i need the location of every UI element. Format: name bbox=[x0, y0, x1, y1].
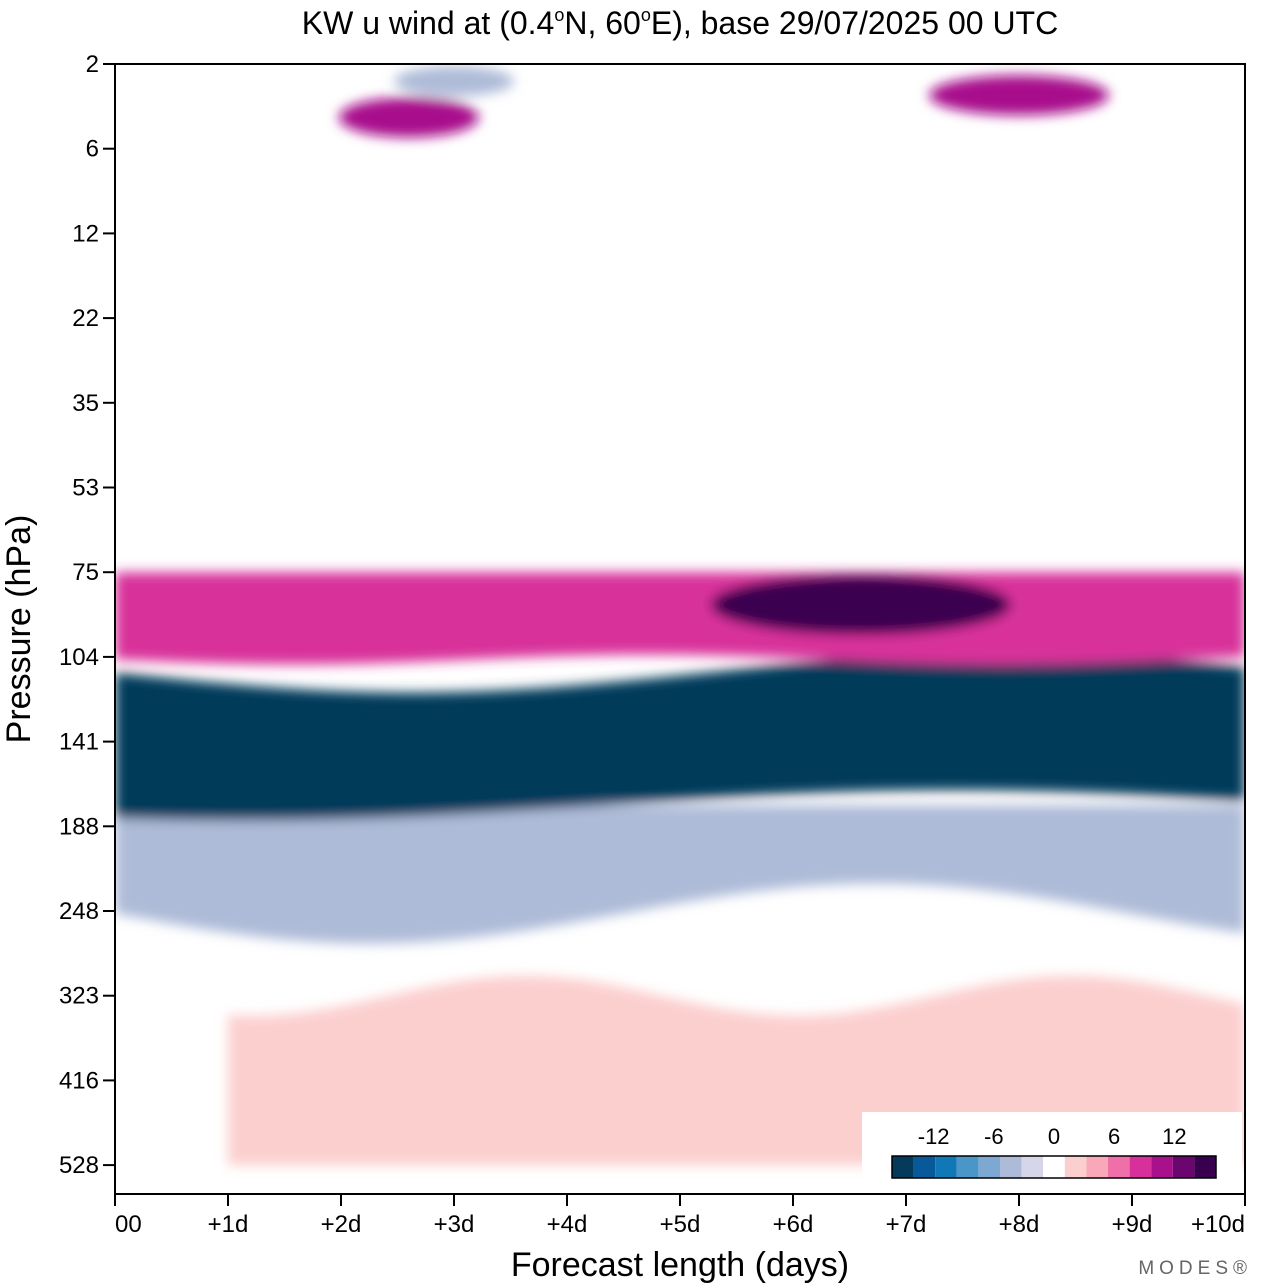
y-tick-label-104: 104 bbox=[59, 644, 99, 671]
x-tick-label-+2d: +2d bbox=[321, 1211, 362, 1238]
y-tick-label-53: 53 bbox=[72, 475, 99, 502]
title-degree-2: o bbox=[641, 5, 651, 25]
colorbar-swatch-2 bbox=[935, 1156, 957, 1178]
y-tick-label-35: 35 bbox=[72, 390, 99, 417]
modes-logo: MODES® bbox=[1138, 1258, 1252, 1279]
colorbar-label--6: -6 bbox=[984, 1124, 1004, 1149]
y-tick-label-141: 141 bbox=[59, 729, 99, 756]
colorbar-label-12: 12 bbox=[1162, 1124, 1186, 1149]
colorbar-swatch-1 bbox=[913, 1156, 936, 1178]
y-tick-label-188: 188 bbox=[59, 813, 99, 840]
x-tick-label-+1d: +1d bbox=[208, 1211, 249, 1238]
colorbar-swatch-5 bbox=[1000, 1156, 1022, 1178]
wind-field bbox=[115, 64, 1245, 1194]
colorbar-swatch-11 bbox=[1129, 1156, 1152, 1178]
colorbar-frame bbox=[891, 1155, 1217, 1179]
y-tick-label-323: 323 bbox=[59, 983, 99, 1010]
colorbar: -12 -6 0 6 12 bbox=[862, 1112, 1242, 1190]
x-tick-label-+8d: +8d bbox=[999, 1211, 1040, 1238]
x-tick-label-+6d: +6d bbox=[773, 1211, 814, 1238]
colorbar-swatch-8 bbox=[1064, 1156, 1087, 1178]
lower-easterly-shear-band bbox=[115, 805, 1245, 944]
chart-title: KW u wind at (0.4oN, 60oE), base 29/07/2… bbox=[302, 5, 1058, 41]
title-degree-1: o bbox=[554, 5, 564, 25]
colorbar-swatch-4 bbox=[978, 1156, 1000, 1178]
x-tick-label-+10d: +10d bbox=[1191, 1211, 1245, 1238]
upper-positive-2-blob bbox=[929, 75, 1109, 116]
x-tick-label-+4d: +4d bbox=[547, 1211, 588, 1238]
colorbar-label--12: -12 bbox=[918, 1124, 950, 1149]
y-axis-title: Pressure (hPa) bbox=[0, 515, 38, 744]
westerly-band-area bbox=[115, 572, 1245, 665]
colorbar-swatch-14 bbox=[1194, 1156, 1216, 1178]
easterly-core-band bbox=[115, 652, 1245, 821]
colorbar-swatch-6 bbox=[1021, 1156, 1044, 1178]
colorbar-swatch-3 bbox=[956, 1156, 979, 1178]
westerly-max-blob bbox=[710, 574, 1011, 635]
y-tick-label-248: 248 bbox=[59, 898, 99, 925]
title-mid: N, 60 bbox=[564, 5, 640, 41]
title-suffix: E), base 29/07/2025 00 UTC bbox=[651, 5, 1058, 41]
colorbar-swatch-10 bbox=[1108, 1156, 1130, 1178]
y-tick-label-528: 528 bbox=[59, 1152, 99, 1179]
x-tick-label-+9d: +9d bbox=[1112, 1211, 1153, 1238]
upper-positive-1-blob bbox=[338, 97, 479, 138]
colorbar-swatch-7 bbox=[1043, 1156, 1065, 1178]
colorbar-label-0: 0 bbox=[1048, 1124, 1060, 1149]
x-axis: 00 +1d +2d +3d +4d +5d +6d +7d +8d +9d +10d bbox=[114, 1194, 1246, 1238]
upper-negative-blob bbox=[394, 66, 514, 97]
x-axis-title: Forecast length (days) bbox=[511, 1246, 849, 1284]
y-tick-label-22: 22 bbox=[72, 305, 99, 332]
y-tick-label-416: 416 bbox=[59, 1067, 99, 1094]
y-tick-label-12: 12 bbox=[72, 220, 99, 247]
colorbar-swatch-9 bbox=[1086, 1156, 1108, 1178]
x-tick-label-+3d: +3d bbox=[434, 1211, 475, 1238]
x-tick-label-+5d: +5d bbox=[660, 1211, 701, 1238]
y-tick-label-75: 75 bbox=[72, 559, 99, 586]
x-tick-label-00: 00 bbox=[115, 1211, 142, 1238]
colorbar-label-6: 6 bbox=[1108, 1124, 1120, 1149]
colorbar-swatch-13 bbox=[1172, 1156, 1195, 1178]
y-axis: 2 6 12 22 35 53 75 104 141 188 248 323 416 528 bbox=[59, 51, 115, 1179]
y-tick-label-6: 6 bbox=[86, 136, 99, 163]
y-tick-label-2: 2 bbox=[86, 51, 99, 78]
colorbar-swatch-0 bbox=[892, 1156, 914, 1178]
colorbar-swatch-12 bbox=[1151, 1156, 1173, 1178]
x-tick-label-+7d: +7d bbox=[886, 1211, 927, 1238]
title-prefix: KW u wind at (0.4 bbox=[302, 5, 555, 41]
